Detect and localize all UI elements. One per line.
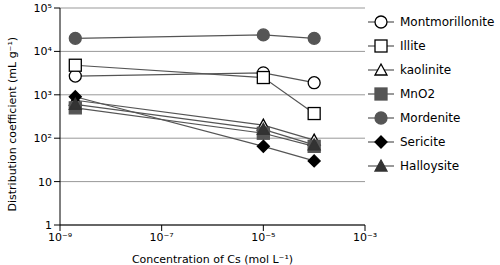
svg-text:Concentration of Cs (mol L⁻¹): Concentration of Cs (mol L⁻¹) — [132, 253, 293, 265]
svg-text:10⁻⁷: 10⁻⁷ — [150, 231, 174, 244]
html-text:Illite: Illite — [400, 39, 426, 53]
svg-text:10: 10 — [38, 176, 52, 189]
svg-text:10³: 10³ — [34, 89, 52, 102]
html-text:Mordenite: Mordenite — [400, 111, 461, 125]
svg-text:10⁻⁹: 10⁻⁹ — [48, 231, 72, 244]
html-text:Montmorillonite: Montmorillonite — [400, 15, 495, 29]
svg-text:10⁴: 10⁴ — [34, 45, 53, 58]
html-text:Sericite: Sericite — [400, 135, 446, 149]
html-text:Halloysite: Halloysite — [400, 159, 460, 173]
svg-text:1: 1 — [45, 219, 52, 232]
svg-text:Distribution coefficient (mL g: Distribution coefficient (mL g⁻¹) — [8, 37, 19, 212]
svg-text:10²: 10² — [34, 132, 52, 145]
html-text:MnO2: MnO2 — [400, 87, 435, 101]
svg-text:10⁻⁵: 10⁻⁵ — [251, 231, 275, 244]
svg-text:10⁻³: 10⁻³ — [353, 231, 377, 244]
html-text:kaolinite: kaolinite — [400, 63, 452, 77]
svg-text:10⁵: 10⁵ — [34, 2, 52, 15]
